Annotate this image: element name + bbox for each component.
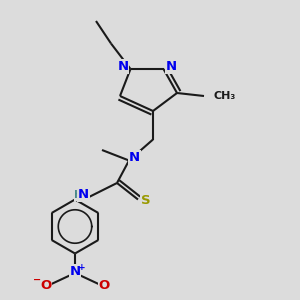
Text: O: O [40, 279, 51, 292]
Text: N: N [129, 151, 140, 164]
Text: N: N [69, 265, 81, 278]
Text: O: O [99, 279, 110, 292]
Text: N: N [78, 188, 89, 202]
Text: H: H [74, 190, 83, 200]
Text: N: N [165, 60, 177, 73]
Text: N: N [117, 60, 129, 73]
Text: S: S [141, 194, 150, 208]
Text: +: + [78, 262, 86, 272]
Text: CH₃: CH₃ [213, 91, 235, 101]
Text: −: − [33, 275, 42, 285]
